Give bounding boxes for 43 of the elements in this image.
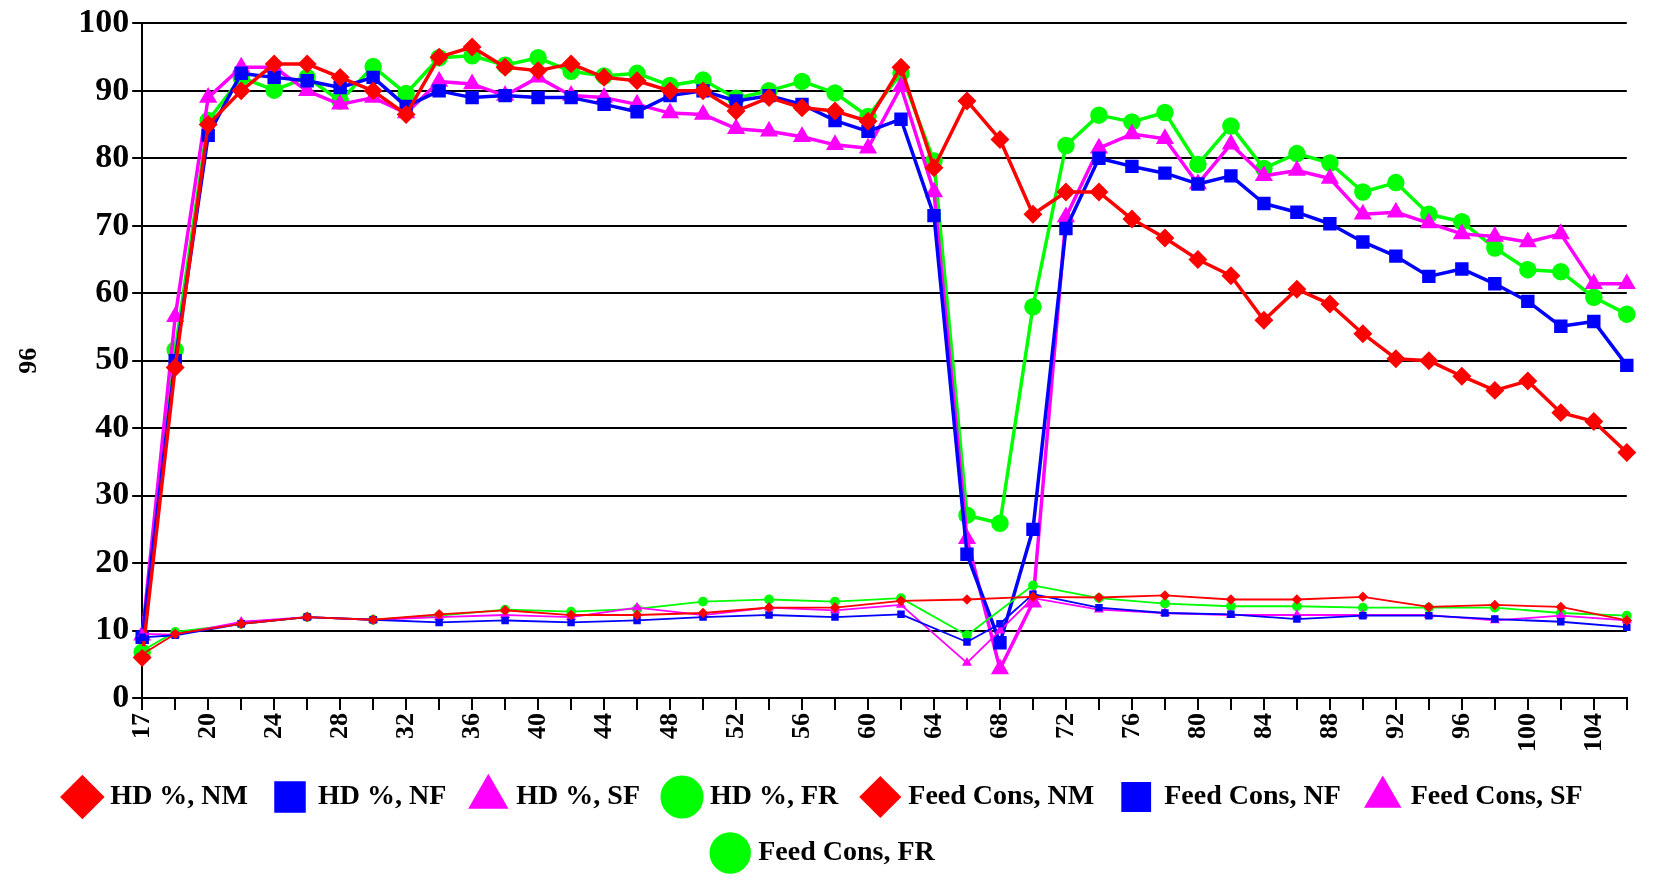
x-tick-label: 80: [1181, 713, 1211, 739]
x-tick-label: 32: [389, 713, 419, 739]
y-tick-label: 100: [78, 2, 130, 40]
y-tick-label: 50: [95, 339, 130, 377]
y-tick-label: 30: [95, 474, 130, 512]
x-tick-label: 72: [1049, 713, 1079, 739]
legend-label: Feed Cons, SF: [1410, 779, 1583, 811]
x-tick-label: 44: [587, 713, 617, 739]
x-tick-label: 76: [1115, 713, 1145, 739]
y-axis-title: 96: [13, 347, 43, 374]
legend-label: Feed Cons, FR: [758, 835, 936, 867]
legend-label: HD %, SF: [516, 779, 641, 811]
y-tick-label: 80: [95, 137, 130, 175]
x-tick-label: 88: [1313, 713, 1343, 739]
x-tick-label: 56: [785, 713, 815, 739]
x-tick-label: 68: [983, 713, 1013, 739]
x-tick-label: 92: [1379, 713, 1409, 739]
x-tick-label: 60: [851, 713, 881, 739]
y-tick-label: 20: [95, 541, 130, 579]
legend-label: Feed Cons, NF: [1164, 779, 1341, 811]
x-tick-label: 100: [1511, 713, 1541, 752]
y-tick-label: 0: [112, 676, 130, 714]
y-tick-label: 10: [95, 609, 130, 647]
x-tick-label: 48: [653, 713, 683, 739]
x-tick-label: 17: [125, 713, 155, 739]
x-tick-label: 40: [521, 713, 551, 739]
x-tick-label: 36: [455, 713, 485, 739]
legend-label: HD %, FR: [710, 779, 840, 811]
y-tick-label: 60: [95, 272, 130, 310]
x-tick-label: 64: [917, 713, 947, 739]
y-tick-label: 70: [95, 204, 130, 242]
legend-label: HD %, NF: [318, 779, 447, 811]
x-tick-label: 24: [257, 713, 287, 739]
y-tick-label: 40: [95, 406, 130, 444]
legend-label: HD %, NM: [110, 779, 249, 811]
x-tick-label: 84: [1247, 713, 1277, 739]
x-tick-label: 96: [1445, 713, 1475, 739]
y-tick-label: 90: [95, 69, 130, 107]
x-tick-label: 28: [323, 713, 353, 739]
x-tick-label: 52: [719, 713, 749, 739]
x-tick-label: 104: [1577, 713, 1607, 752]
legend-label: Feed Cons, NM: [908, 779, 1095, 811]
x-tick-label: 20: [191, 713, 221, 739]
